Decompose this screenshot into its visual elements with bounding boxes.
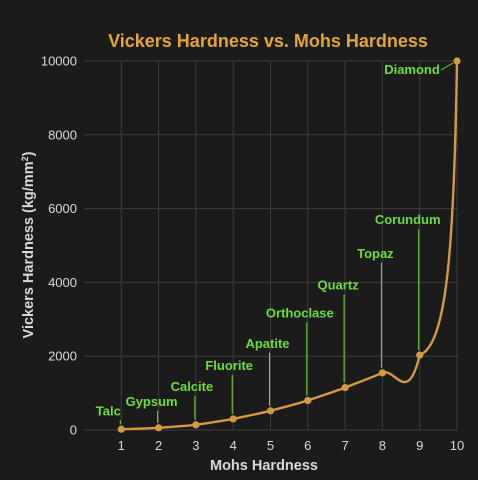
x-tick-label: 5: [267, 438, 274, 453]
mineral-label: Orthoclase: [266, 305, 334, 320]
chart-title: Vickers Hardness vs. Mohs Hardness: [108, 31, 428, 51]
x-tick-label: 2: [155, 438, 162, 453]
data-point: [304, 396, 312, 405]
x-tick-label: 7: [341, 438, 348, 453]
data-point: [416, 351, 424, 359]
y-tick-label: 10000: [41, 54, 77, 69]
x-tick-label: 10: [450, 438, 464, 453]
mineral-label: Corundum: [375, 212, 441, 227]
label-leader: [440, 62, 454, 71]
label-leaders: [119, 62, 454, 425]
y-axis-label-tail: ): [21, 151, 37, 156]
x-tick-label: 9: [416, 438, 423, 453]
x-tick-label: 8: [379, 438, 386, 453]
data-point: [229, 415, 237, 423]
mineral-label: Apatite: [245, 336, 289, 351]
mineral-label: Diamond: [384, 62, 440, 77]
data-point: [341, 383, 349, 392]
y-tick-label: 4000: [48, 275, 77, 290]
x-tick-label: 4: [230, 438, 237, 453]
series-line: [121, 60, 459, 431]
y-tick-label: 0: [70, 423, 77, 438]
y-axis-label: Vickers Hardness (kg/mm2): [20, 151, 37, 338]
grid: [84, 60, 458, 431]
x-axis-label: Mohs Hardness: [210, 458, 318, 474]
x-tick-label: 3: [192, 438, 199, 453]
y-tick-label: 8000: [48, 127, 77, 142]
mineral-label: Gypsum: [126, 394, 178, 409]
mineral-label: Quartz: [318, 278, 360, 293]
mineral-label: Calcite: [171, 379, 214, 394]
data-point: [155, 424, 163, 432]
x-tick-label: 1: [118, 438, 125, 453]
x-tick-label: 6: [304, 438, 311, 453]
y-tick-label: 2000: [48, 349, 77, 364]
y-axis-label-sup: 2: [20, 156, 30, 161]
data-point: [453, 57, 461, 65]
data-point: [378, 369, 386, 377]
data-point: [192, 421, 200, 429]
data-point: [266, 407, 275, 415]
mineral-label: Topaz: [357, 246, 394, 261]
mineral-label: Fluorite: [205, 358, 253, 373]
data-points: [117, 57, 461, 433]
y-axis-label-main: Vickers Hardness (kg/mm: [21, 161, 37, 338]
y-tick-label: 6000: [48, 201, 77, 216]
mineral-label: Talc: [96, 403, 121, 418]
data-point: [117, 425, 125, 433]
tick-labels: 1 2 3 4 5 6 7 8 9 10 0 2000 4000 6000 8000 10000: [41, 54, 464, 454]
